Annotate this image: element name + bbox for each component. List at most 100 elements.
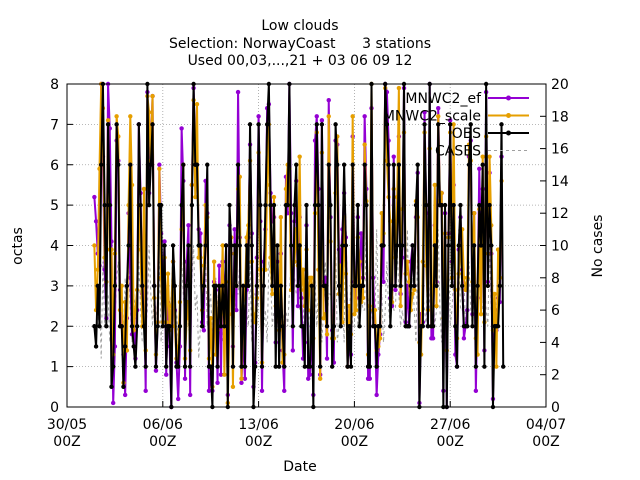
y2-tick-label: 10: [551, 239, 569, 255]
data-point-MNWC2_ef: [201, 328, 207, 333]
data-point-OBS: [181, 162, 186, 167]
data-point-OBS: [372, 324, 378, 329]
data-point-OBS: [97, 324, 102, 329]
data-point-MNWC2_scale: [377, 336, 383, 341]
y2-tick-label: 14: [551, 174, 569, 190]
data-point-OBS: [218, 324, 224, 329]
data-point-OBS: [389, 283, 395, 289]
data-point-OBS: [270, 283, 275, 289]
data-point-OBS: [473, 364, 479, 369]
y2-tick-label: 0: [551, 400, 560, 416]
data-point-OBS: [333, 122, 338, 127]
data-point-OBS: [468, 122, 473, 127]
data-point-OBS: [314, 122, 319, 127]
data-point-MNWC2_ef: [324, 356, 330, 361]
x-tick-label: 06/06: [143, 417, 183, 433]
data-point-OBS: [205, 162, 210, 167]
data-point-MNWC2_ef: [314, 114, 319, 119]
data-point-OBS: [413, 202, 419, 208]
data-point-OBS: [290, 324, 296, 329]
y2-tick-label: 4: [551, 335, 560, 351]
x-tick-label: 27/06: [430, 417, 470, 433]
x-tick-label: 13/06: [238, 417, 278, 433]
data-point-MNWC2_scale: [362, 142, 367, 147]
data-point-OBS: [292, 202, 297, 208]
data-point-MNWC2_scale: [451, 122, 456, 127]
data-point-OBS: [329, 364, 335, 369]
data-point-MNWC2_scale: [194, 101, 200, 107]
data-point-OBS: [273, 364, 278, 369]
data-point-MNWC2_ef: [215, 380, 220, 385]
data-point-MNWC2_ef: [430, 336, 436, 341]
data-point-OBS: [268, 202, 273, 208]
data-point-MNWC2_scale: [211, 259, 217, 264]
data-point-MNWC2_ef: [234, 307, 239, 313]
data-point-OBS: [223, 243, 229, 248]
data-point-OBS: [396, 162, 402, 167]
legend-marker: [506, 95, 511, 101]
data-point-MNWC2_scale: [326, 114, 331, 119]
data-point-OBS: [482, 364, 487, 369]
data-point-OBS: [264, 122, 270, 127]
data-point-OBS: [184, 283, 189, 289]
data-point-OBS: [348, 364, 354, 369]
data-point-OBS: [453, 324, 458, 329]
data-point-MNWC2_scale: [300, 267, 306, 272]
data-point-OBS: [235, 162, 241, 167]
y2-tick-label: 6: [551, 303, 560, 319]
data-point-OBS: [121, 384, 126, 390]
title-line-2: Selection: NorwayCoast 3 stations: [169, 36, 431, 52]
data-point-OBS: [458, 202, 463, 208]
data-point-OBS: [153, 364, 159, 369]
data-point-MNWC2_scale: [347, 303, 352, 309]
data-point-MNWC2_scale: [412, 287, 417, 293]
x-tick-label: 00Z: [532, 434, 559, 450]
data-point-MNWC2_ef: [359, 231, 364, 236]
data-point-OBS: [480, 162, 485, 167]
y-tick-label: 4: [50, 239, 59, 255]
data-point-MNWC2_scale: [271, 194, 277, 200]
data-point-MNWC2_scale: [317, 376, 323, 381]
data-point-OBS: [398, 283, 403, 289]
data-point-OBS: [119, 324, 124, 329]
data-point-OBS: [360, 283, 366, 289]
data-point-OBS: [285, 202, 290, 208]
data-point-OBS: [501, 364, 506, 369]
title-line-1: Low clouds: [261, 18, 338, 34]
data-point-OBS: [288, 243, 294, 248]
data-point-OBS: [150, 122, 155, 127]
data-point-MNWC2_ef: [290, 348, 296, 353]
x-tick-label: 00Z: [436, 434, 463, 450]
data-point-MNWC2_scale: [114, 114, 119, 119]
data-point-MNWC2_scale: [432, 182, 437, 188]
y-tick-label: 6: [50, 158, 59, 174]
data-point-MNWC2_scale: [492, 291, 497, 297]
data-point-MNWC2_ef: [153, 368, 159, 373]
data-point-OBS: [237, 243, 242, 248]
y2-axis-label: No cases: [590, 215, 606, 278]
data-point-MNWC2_scale: [278, 215, 284, 220]
data-point-OBS: [294, 162, 299, 167]
data-point-OBS: [377, 324, 383, 329]
data-point-OBS: [148, 162, 154, 167]
legend-marker: [506, 130, 511, 136]
data-point-OBS: [276, 364, 282, 369]
data-point-OBS: [213, 283, 219, 289]
data-point-OBS: [201, 283, 207, 289]
data-point-MNWC2_scale: [157, 166, 162, 171]
data-point-OBS: [487, 202, 492, 208]
data-point-MNWC2_ef: [256, 114, 261, 119]
data-point-OBS: [420, 324, 426, 329]
data-point-OBS: [489, 243, 494, 248]
data-point-MNWC2_scale: [239, 376, 244, 381]
data-point-OBS: [271, 202, 277, 208]
data-point-OBS: [160, 324, 165, 329]
data-point-OBS: [386, 162, 391, 167]
data-point-OBS: [465, 324, 470, 329]
data-point-OBS: [424, 202, 429, 208]
data-point-MNWC2_ef: [295, 303, 301, 309]
data-point-OBS: [141, 324, 147, 329]
data-point-OBS: [232, 243, 237, 248]
data-point-MNWC2_ef: [110, 400, 116, 406]
data-point-OBS: [304, 202, 309, 208]
